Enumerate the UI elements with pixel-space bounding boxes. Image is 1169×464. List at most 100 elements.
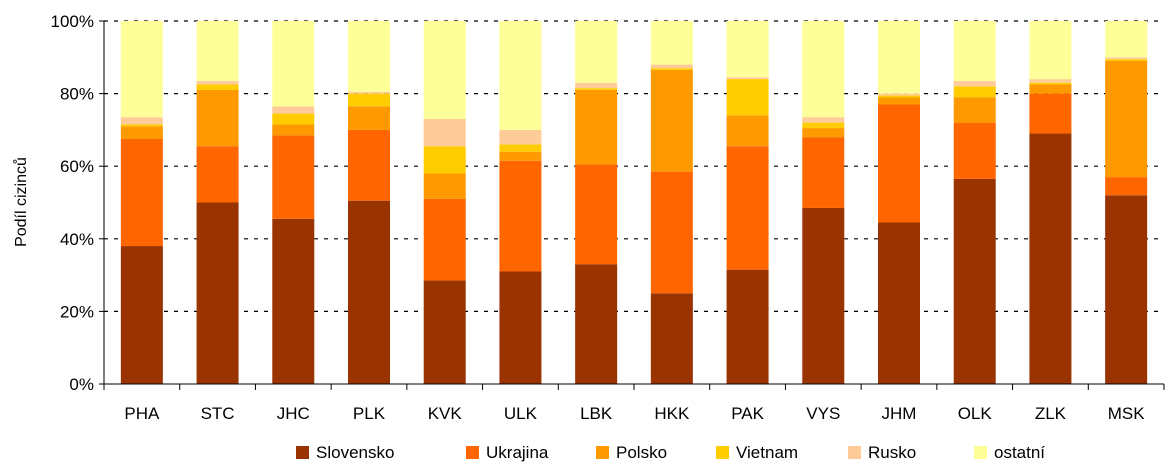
x-tick-label: ZLK <box>1035 404 1067 423</box>
bar-segment <box>499 144 542 152</box>
legend-swatch <box>296 446 309 459</box>
bar-segment <box>802 207 845 384</box>
bar-segment <box>1029 82 1072 85</box>
bar-segment <box>196 202 239 384</box>
bar-segment <box>878 97 920 105</box>
bar-segment <box>196 21 239 81</box>
bar-segment <box>802 128 845 138</box>
y-tick-label: 40% <box>60 230 94 249</box>
bar-segment <box>272 113 315 125</box>
bar-segment <box>650 171 693 294</box>
bar-segment <box>802 122 845 129</box>
bar-segment <box>802 21 845 118</box>
x-tick-label: JHC <box>277 404 310 423</box>
bar-segment <box>120 246 163 384</box>
bar-segment <box>650 21 693 65</box>
bar-segment <box>272 135 315 219</box>
x-tick-label: JHM <box>882 404 917 423</box>
x-tick-labels: PHA STC JHC PLK KVK ULK LBK HKK PAK VYS JHM OLK ZLK M… <box>124 404 1145 423</box>
y-tick-label: 80% <box>60 85 94 104</box>
y-tick-labels: 0% 20% 40% 60% 80% 100% <box>51 12 94 394</box>
bar-segment <box>726 21 769 78</box>
x-tick-label: KVK <box>428 404 463 423</box>
x-tick-label: PLK <box>353 404 386 423</box>
bar-segment <box>196 146 239 203</box>
x-tick-label: LBK <box>580 404 613 423</box>
bar-segment <box>348 200 390 384</box>
bar-segment <box>272 218 315 384</box>
bar-segment <box>499 21 542 130</box>
bar-segment <box>878 222 920 384</box>
x-tick-label: STC <box>201 404 235 423</box>
bar-segment <box>575 88 618 90</box>
legend: Slovensko Ukrajina Polsko Vietnam Rusko ostat… <box>296 443 1045 462</box>
bar-segment <box>575 82 618 89</box>
bar-segment <box>802 117 845 123</box>
bar-segment <box>726 146 769 270</box>
bar-segment <box>726 79 769 116</box>
y-tick-label: 100% <box>51 12 94 31</box>
x-tick-label: PAK <box>731 404 764 423</box>
bar-segment <box>726 77 769 80</box>
gridlines <box>104 20 1164 312</box>
bar-segment <box>423 21 466 120</box>
bar-segment <box>953 80 996 87</box>
bar-segment <box>120 138 163 247</box>
bar-segment <box>878 21 920 94</box>
bar-segment <box>1029 84 1072 94</box>
bar-segment <box>1105 59 1148 61</box>
bar-segment <box>272 124 315 136</box>
bar-segment <box>499 160 542 272</box>
legend-label: Ukrajina <box>486 443 549 462</box>
bar-segment <box>499 151 542 161</box>
bar-segment <box>196 89 239 147</box>
bar-segment <box>1105 177 1148 196</box>
legend-label: Polsko <box>616 443 667 462</box>
bar-segment <box>120 117 163 125</box>
x-tick-label: OLK <box>958 404 993 423</box>
bar-segment <box>1029 133 1072 384</box>
bar-segment <box>423 146 466 174</box>
x-tick-label: VYS <box>806 404 840 423</box>
bar-segment <box>575 164 618 265</box>
axes <box>99 20 1165 390</box>
bar-segment <box>1105 57 1148 60</box>
legend-label: Slovensko <box>316 443 394 462</box>
x-tick-label: HKK <box>654 404 690 423</box>
bar-segment <box>499 271 542 384</box>
bar-segment <box>1029 79 1072 83</box>
bar-segment <box>196 80 239 85</box>
bar-segment <box>575 89 618 165</box>
bar-segment <box>423 198 466 281</box>
bar-segment <box>348 93 390 107</box>
bar-segment <box>499 129 542 145</box>
bar-segment <box>878 93 920 96</box>
bar-segment <box>953 122 996 179</box>
y-axis-label: Podíl cizinců <box>12 157 30 247</box>
bar-segment <box>348 129 390 201</box>
bar-segment <box>348 91 390 94</box>
legend-swatch <box>848 446 861 459</box>
bar-segment <box>196 84 239 90</box>
bar-segment <box>423 119 466 147</box>
legend-label: ostatní <box>994 443 1045 462</box>
bar-segment <box>575 264 618 384</box>
bar-segment <box>650 64 693 69</box>
y-tick-label: 60% <box>60 157 94 176</box>
legend-label: Rusko <box>868 443 916 462</box>
bars <box>120 21 1148 384</box>
bar-segment <box>650 68 693 71</box>
y-tick-label: 20% <box>60 302 94 321</box>
x-tick-label: MSK <box>1108 404 1146 423</box>
legend-label: Vietnam <box>736 443 798 462</box>
bar-segment <box>348 21 390 92</box>
bar-segment <box>120 124 163 127</box>
bar-segment <box>878 104 920 223</box>
bar-segment <box>953 21 996 81</box>
bar-segment <box>423 280 466 384</box>
bar-segment <box>953 97 996 123</box>
bar-segment <box>1105 60 1148 178</box>
bar-segment <box>1029 21 1072 80</box>
bar-segment <box>650 70 693 172</box>
